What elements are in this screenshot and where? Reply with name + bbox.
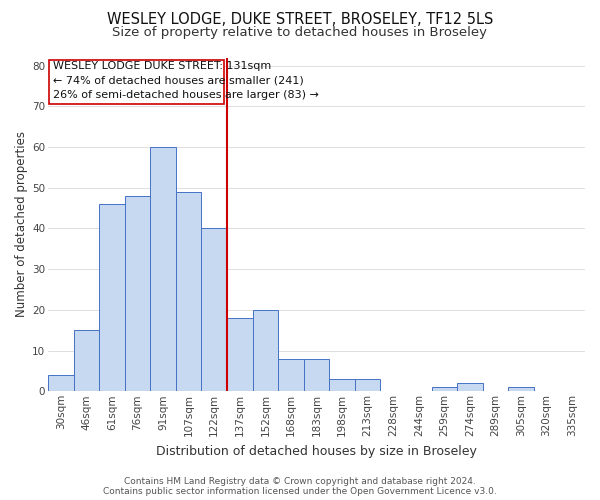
- Bar: [508, 387, 534, 392]
- Bar: [49, 60, 224, 104]
- Bar: [176, 192, 202, 392]
- Text: Size of property relative to detached houses in Broseley: Size of property relative to detached ho…: [113, 26, 487, 39]
- Bar: [329, 379, 355, 392]
- Bar: [304, 358, 329, 392]
- Bar: [151, 147, 176, 392]
- Text: WESLEY LODGE DUKE STREET: 131sqm
← 74% of detached houses are smaller (241)
26% : WESLEY LODGE DUKE STREET: 131sqm ← 74% o…: [53, 61, 319, 100]
- Bar: [278, 358, 304, 392]
- Text: Contains HM Land Registry data © Crown copyright and database right 2024.: Contains HM Land Registry data © Crown c…: [124, 477, 476, 486]
- Bar: [125, 196, 151, 392]
- X-axis label: Distribution of detached houses by size in Broseley: Distribution of detached houses by size …: [156, 444, 477, 458]
- Bar: [202, 228, 227, 392]
- Bar: [48, 375, 74, 392]
- Text: Contains public sector information licensed under the Open Government Licence v3: Contains public sector information licen…: [103, 487, 497, 496]
- Bar: [431, 387, 457, 392]
- Y-axis label: Number of detached properties: Number of detached properties: [15, 132, 28, 318]
- Bar: [99, 204, 125, 392]
- Bar: [253, 310, 278, 392]
- Bar: [457, 383, 483, 392]
- Bar: [74, 330, 99, 392]
- Bar: [227, 318, 253, 392]
- Text: WESLEY LODGE, DUKE STREET, BROSELEY, TF12 5LS: WESLEY LODGE, DUKE STREET, BROSELEY, TF1…: [107, 12, 493, 28]
- Bar: [355, 379, 380, 392]
